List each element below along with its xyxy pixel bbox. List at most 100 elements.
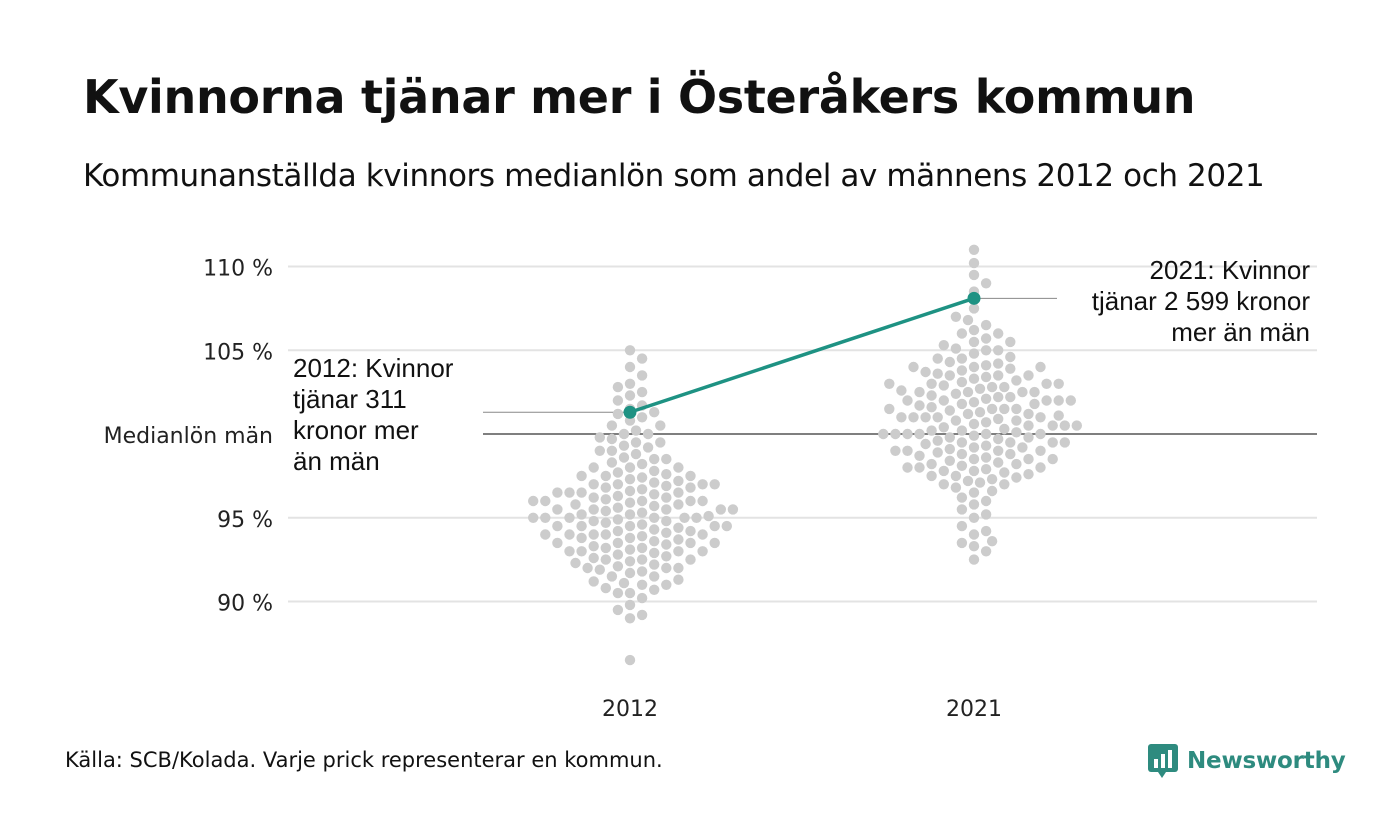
municipality-dot (1005, 336, 1016, 348)
municipality-dot (612, 549, 624, 560)
municipality-dot (956, 537, 968, 549)
municipality-dot (636, 495, 648, 507)
municipality-dot (1023, 432, 1034, 443)
municipality-dot (1017, 442, 1028, 453)
municipality-dot (896, 385, 907, 396)
municipality-dot (588, 552, 599, 564)
municipality-dot (968, 442, 980, 453)
municipality-dot (636, 592, 648, 604)
municipality-dot (968, 430, 980, 441)
municipality-dot (956, 353, 968, 364)
municipality-dot (944, 443, 955, 455)
municipality-dot (649, 547, 660, 559)
municipality-dot (697, 529, 708, 540)
municipality-dot (896, 412, 907, 423)
municipality-dot (649, 536, 660, 547)
newsworthy-logo: Newsworthy (1148, 744, 1346, 778)
municipality-dot (956, 376, 968, 388)
municipality-dot (588, 504, 599, 515)
municipality-dot (588, 541, 599, 552)
municipality-dot (612, 479, 624, 490)
municipality-dot (920, 438, 931, 450)
municipality-dot (600, 529, 611, 540)
municipality-dot (956, 448, 968, 460)
annotation-2012: 2012: Kvinnor tjänar 311 kronor mer än m… (293, 353, 454, 476)
municipality-dot (661, 527, 672, 538)
municipality-dot (582, 562, 593, 574)
municipality-dot (624, 567, 636, 579)
municipality-dot (600, 505, 611, 517)
municipality-dot (980, 525, 992, 537)
municipality-dot (1023, 453, 1034, 465)
municipality-dot (649, 512, 660, 523)
chart-title: Kvinnorna tjänar mer i Österåkers kommun (83, 70, 1196, 124)
municipality-dot (980, 319, 992, 331)
municipality-dot (624, 613, 636, 624)
annotation-2021: 2021: Kvinnor tjänar 2 599 kronor mer än… (1091, 255, 1310, 347)
municipality-dot (661, 579, 672, 590)
municipality-dot (956, 460, 968, 471)
municipality-dot (890, 445, 901, 456)
municipality-dot (636, 531, 648, 542)
municipality-dot (944, 432, 955, 443)
municipality-dot (968, 487, 980, 498)
municipality-dot (968, 348, 980, 359)
municipality-dot (962, 386, 974, 398)
highlight-dot-2021 (967, 291, 981, 305)
municipality-dot (612, 502, 624, 513)
municipality-dot (588, 492, 599, 503)
municipality-dot (968, 529, 980, 540)
municipality-dot (1029, 386, 1040, 398)
municipality-dot (606, 420, 618, 431)
municipality-dot (980, 464, 992, 475)
municipality-dot (715, 504, 726, 515)
municipality-dot (679, 512, 690, 523)
municipality-dot (980, 428, 992, 440)
municipality-dot (980, 333, 992, 344)
municipality-dot (655, 437, 666, 448)
municipality-dot (962, 475, 974, 487)
municipality-dot (962, 408, 974, 420)
municipality-dot (1035, 361, 1046, 373)
y-axis-labels: 110 % 105 % Medianlön män 95 % 90 % (104, 257, 273, 617)
municipality-dot (570, 557, 581, 569)
brand-name: Newsworthy (1187, 748, 1346, 774)
municipality-dot (661, 562, 672, 574)
municipality-dot (606, 457, 618, 468)
municipality-dot (956, 365, 968, 376)
municipality-dot (649, 453, 660, 465)
municipality-dot (993, 445, 1004, 456)
municipality-dot (884, 378, 895, 389)
municipality-dot (642, 442, 654, 453)
municipality-dot (1035, 445, 1046, 456)
municipality-dot (944, 370, 955, 381)
municipality-dot (920, 366, 931, 378)
municipality-dot (1005, 391, 1016, 403)
municipality-dot (968, 336, 980, 348)
municipality-dot (697, 495, 708, 507)
municipality-dot (630, 437, 642, 448)
municipality-dot (944, 455, 955, 466)
municipality-dot (980, 360, 992, 371)
municipality-dot (661, 539, 672, 550)
municipality-dot (926, 390, 937, 401)
municipality-dot (624, 361, 636, 373)
municipality-dot (624, 556, 636, 567)
municipality-dot (630, 425, 642, 436)
highlight-line (629, 296, 975, 414)
municipality-dot (649, 571, 660, 582)
municipality-dot (956, 328, 968, 339)
municipality-dot (576, 470, 587, 482)
municipality-dot (594, 564, 605, 575)
municipality-dot (974, 407, 986, 418)
municipality-dot (624, 509, 636, 520)
municipality-dot (986, 381, 998, 393)
municipality-dot (890, 428, 901, 440)
municipality-dot (944, 405, 955, 416)
municipality-dot (636, 507, 648, 518)
municipality-dot (612, 525, 624, 537)
municipality-dot (974, 383, 986, 394)
y-tick-label: Medianlön män (104, 424, 273, 449)
municipality-dots (528, 244, 1083, 666)
